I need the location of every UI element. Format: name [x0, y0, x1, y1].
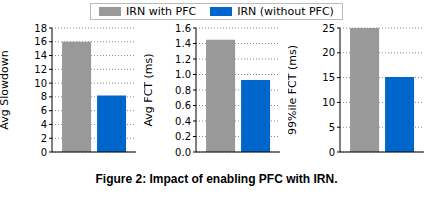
svg-text:18: 18 — [34, 23, 47, 34]
html-text:IRN (without PFC): IRN (without PFC) — [237, 5, 334, 18]
svg-text:10: 10 — [34, 78, 47, 89]
svg-text:99%ile FCT (ms): 99%ile FCT (ms) — [288, 45, 299, 135]
svg-text:20: 20 — [322, 47, 335, 58]
svg-text:16: 16 — [34, 36, 47, 47]
svg-text:14: 14 — [34, 50, 47, 61]
svg-text:0.4: 0.4 — [175, 116, 191, 127]
html-text:IRN with PFC: IRN with PFC — [126, 5, 197, 18]
svg-text:1.2: 1.2 — [175, 54, 191, 65]
svg-text:0: 0 — [41, 147, 47, 158]
svg-text:10: 10 — [322, 97, 335, 108]
svg-text:0.8: 0.8 — [175, 85, 191, 96]
svg-text:0.6: 0.6 — [175, 100, 191, 111]
svg-text:25: 25 — [322, 23, 335, 34]
svg-text:1.4: 1.4 — [175, 38, 191, 49]
svg-text:4: 4 — [41, 119, 47, 130]
svg-text:15: 15 — [322, 72, 335, 83]
svg-text:0: 0 — [329, 147, 335, 158]
svg-text:5: 5 — [329, 122, 335, 133]
svg-text:2: 2 — [41, 133, 47, 144]
svg-text:1.0: 1.0 — [175, 69, 191, 80]
html-text:Figure 2: Impact of enabling P: Figure 2: Impact of enabling PFC with IR… — [95, 172, 338, 186]
svg-text:8: 8 — [41, 91, 47, 102]
svg-text:1.6: 1.6 — [175, 23, 191, 34]
svg-text:6: 6 — [41, 105, 47, 116]
svg-text:0.2: 0.2 — [175, 131, 191, 142]
svg-text:Avg FCT (ms): Avg FCT (ms) — [144, 53, 155, 126]
svg-text:12: 12 — [34, 64, 47, 75]
svg-text:Avg Slowdown: Avg Slowdown — [8, 50, 11, 129]
svg-text:0.0: 0.0 — [175, 147, 191, 158]
